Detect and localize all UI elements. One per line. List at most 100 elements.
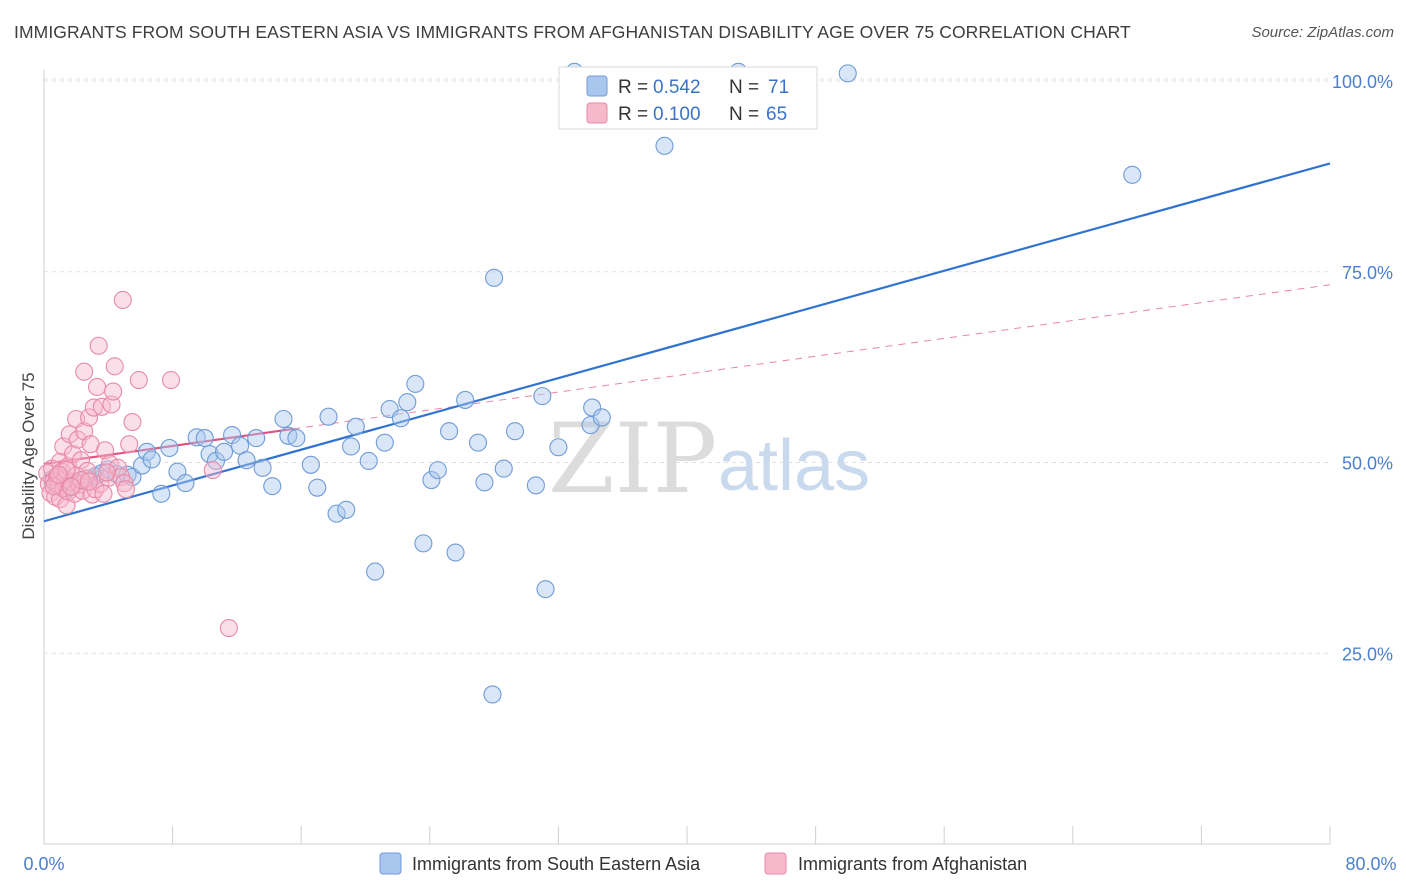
data-point-south-eastern-asia [533,387,552,406]
data-point-south-eastern-asia [253,458,272,477]
data-point-afghanistan [89,336,108,355]
data-point-afghanistan [105,357,124,376]
data-point-south-eastern-asia [456,390,475,409]
data-point-south-eastern-asia [366,562,385,581]
data-point-south-eastern-asia [505,422,525,441]
legend-n-label-pink: N = [729,104,759,125]
data-point-south-eastern-asia [237,451,256,470]
trend-lines [43,162,1331,523]
data-point-south-eastern-asia [214,442,234,461]
data-point-south-eastern-asia [133,456,152,475]
data-point-south-eastern-asia [391,409,410,428]
data-point-south-eastern-asia [428,461,447,480]
legend-n-value-blue: 71 [768,77,789,98]
data-point-afghanistan [62,477,81,496]
trend-line-afghanistan-extension [293,284,1331,430]
y-tick-label: 50.0% [1342,454,1393,474]
data-point-afghanistan [115,474,134,493]
trend-line-afghanistan [43,427,294,466]
data-point-south-eastern-asia [549,438,568,457]
data-point-south-eastern-asia [494,459,513,478]
legend-r-value-blue: 0.542 [653,77,701,98]
y-axis-label: Disability Age Over 75 [19,372,38,539]
data-point-south-eastern-asia [446,543,465,562]
data-point-afghanistan [75,362,94,381]
data-point-afghanistan [120,435,139,454]
data-point-south-eastern-asia [485,268,504,287]
data-point-south-eastern-asia [359,451,378,471]
data-point-south-eastern-asia [655,136,674,155]
data-point-afghanistan [113,290,132,310]
data-point-south-eastern-asia [308,478,327,497]
data-point-afghanistan [161,371,181,390]
data-point-south-eastern-asia [160,438,179,458]
bottom-legend-swatch-blue [379,852,402,875]
series-south-eastern-asia-points [42,62,1142,704]
data-point-afghanistan [96,441,115,460]
data-point-south-eastern-asia [1123,165,1142,184]
data-point-south-eastern-asia [319,407,338,426]
data-point-south-eastern-asia [195,429,214,448]
x-tick-marks [43,826,1331,844]
data-point-afghanistan [87,377,107,397]
data-point-afghanistan [44,477,63,496]
x-tick-label-min: 0.0% [23,854,64,874]
data-point-afghanistan [129,371,148,390]
legend-n-value-pink: 65 [766,104,787,125]
legend-r-value-pink: 0.100 [653,104,701,125]
legend-r-label-blue: R = [618,77,648,98]
data-point-afghanistan [94,484,113,503]
data-point-south-eastern-asia [406,374,425,393]
legend-swatch-blue [586,75,608,97]
bottom-legend-swatch-pink [764,852,787,875]
data-point-south-eastern-asia [341,437,361,456]
data-point-afghanistan [123,413,142,432]
data-point-south-eastern-asia [398,393,417,412]
bottom-legend-label-pink: Immigrants from Afghanistan [798,854,1027,874]
data-point-south-eastern-asia [536,580,555,599]
y-tick-label: 25.0% [1342,644,1393,664]
data-point-south-eastern-asia [274,409,293,429]
data-point-afghanistan [203,461,222,480]
data-point-south-eastern-asia [263,477,282,496]
y-tick-label: 100.0% [1332,72,1393,92]
data-point-south-eastern-asia [838,64,857,83]
y-tick-label: 75.0% [1342,263,1393,283]
data-point-south-eastern-asia [142,450,161,469]
x-tick-label-max: 80.0% [1345,854,1396,874]
y-tick-labels: 25.0% 50.0% 75.0% 100.0% [1332,72,1393,664]
legend-n-label-blue: N = [729,77,759,98]
data-point-south-eastern-asia [152,484,171,503]
watermark-zip: ZIP [548,403,717,515]
data-point-south-eastern-asia [440,422,459,441]
legend-r-label-pink: R = [618,104,648,125]
data-point-afghanistan [79,408,99,427]
data-point-afghanistan [97,463,116,482]
data-point-south-eastern-asia [287,429,306,448]
data-point-afghanistan [79,472,99,491]
data-point-south-eastern-asia [483,685,502,704]
gridlines [44,78,1330,654]
data-point-south-eastern-asia [247,429,266,448]
trend-line-south-eastern-asia [43,162,1331,523]
data-point-south-eastern-asia [346,417,365,436]
bottom-legend: Immigrants from South Eastern Asia Immig… [379,852,1027,875]
series-afghanistan-points [38,290,238,638]
data-point-south-eastern-asia [468,433,488,452]
data-point-south-eastern-asia [414,534,433,553]
chart-title: IMMIGRANTS FROM SOUTH EASTERN ASIA VS IM… [14,22,1131,42]
data-point-afghanistan [219,619,238,638]
data-point-afghanistan [49,465,68,484]
legend-swatch-pink [586,102,608,124]
data-point-south-eastern-asia [327,504,346,523]
data-point-south-eastern-asia [301,455,320,474]
data-point-south-eastern-asia [583,398,602,417]
data-point-afghanistan [116,480,136,499]
data-point-south-eastern-asia [375,433,394,452]
data-point-afghanistan [71,451,91,470]
watermark: ZIP atlas [548,403,870,515]
data-point-afghanistan [104,382,123,401]
chart-source: Source: ZipAtlas.com [1251,24,1394,41]
data-point-south-eastern-asia [475,473,494,492]
